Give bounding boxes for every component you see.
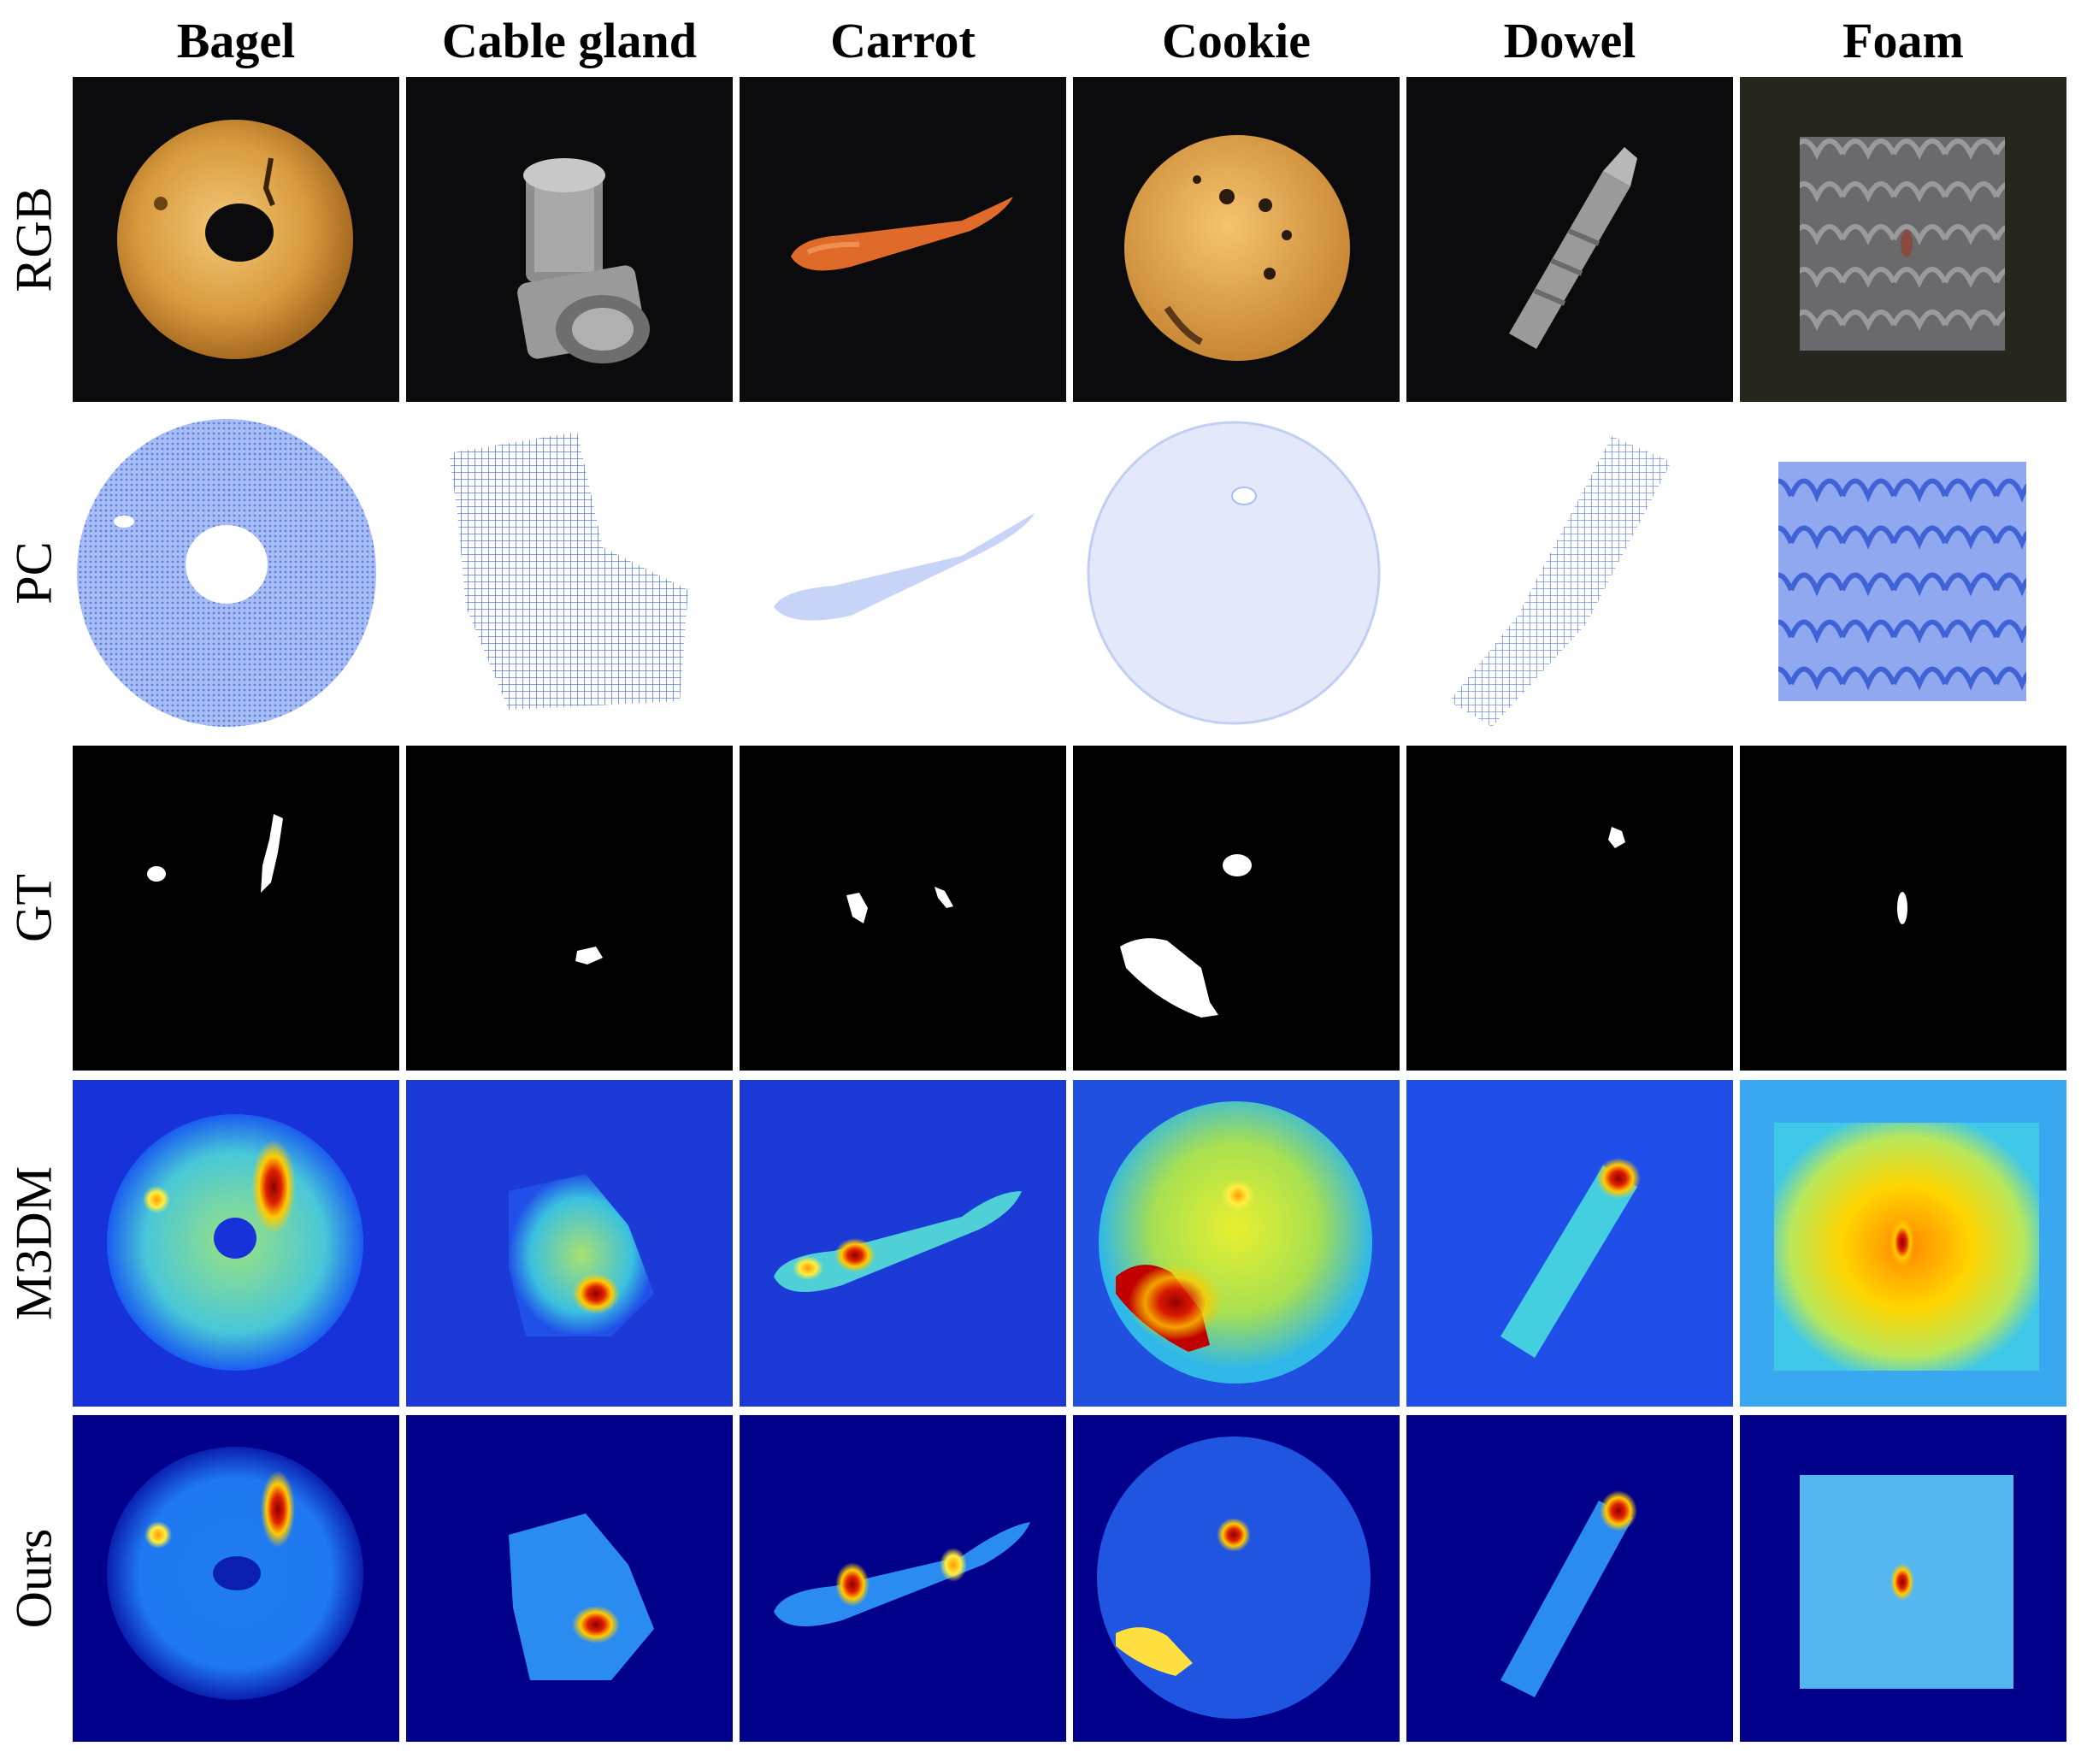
gt-mask-cookie: [1073, 746, 1400, 1071]
m3dm-heatmap-foam: [1740, 1080, 2066, 1407]
point-cloud-bagel: [73, 410, 399, 735]
point-cloud-cable-gland: [406, 410, 733, 735]
gt-mask-foam: [1740, 746, 2066, 1071]
ours-heatmap-bagel: [73, 1415, 399, 1742]
point-cloud-foam: [1740, 410, 2066, 735]
row-label-rgb: RGB: [5, 186, 62, 292]
column-header-cable-gland: Cable gland: [441, 13, 698, 68]
point-cloud-dowel: [1406, 410, 1733, 735]
ours-heatmap-dowel: [1406, 1415, 1733, 1742]
rgb-image-carrot: [740, 77, 1066, 402]
column-header-carrot: Carrot: [830, 13, 976, 68]
ours-heatmap-carrot: [740, 1415, 1066, 1742]
gt-mask-bagel: [73, 746, 399, 1071]
row-label-gt: GT: [5, 874, 62, 942]
column-header-dowel: Dowel: [1503, 13, 1636, 68]
ours-heatmap-cable-gland: [406, 1415, 733, 1742]
gt-mask-carrot: [740, 746, 1066, 1071]
rgb-image-dowel: [1406, 77, 1733, 402]
rgb-image-foam: [1740, 77, 2066, 402]
point-cloud-cookie: [1073, 410, 1400, 735]
m3dm-heatmap-cookie: [1073, 1080, 1400, 1407]
m3dm-heatmap-cable-gland: [406, 1080, 733, 1407]
rgb-image-cable-gland: [406, 77, 733, 402]
m3dm-heatmap-dowel: [1406, 1080, 1733, 1407]
ours-heatmap-cookie: [1073, 1415, 1400, 1742]
gt-mask-cable-gland: [406, 746, 733, 1071]
rgb-image-bagel: [73, 77, 399, 402]
rgb-image-cookie: [1073, 77, 1400, 402]
row-label-ours: Ours: [5, 1528, 62, 1629]
point-cloud-carrot: [740, 410, 1066, 735]
m3dm-heatmap-bagel: [73, 1080, 399, 1407]
column-header-cookie: Cookie: [1162, 13, 1311, 68]
gt-mask-dowel: [1406, 746, 1733, 1071]
row-label-pc: PC: [5, 541, 62, 605]
m3dm-heatmap-carrot: [740, 1080, 1066, 1407]
row-label-m3dm: M3DM: [5, 1165, 62, 1321]
column-header-bagel: Bagel: [176, 13, 296, 68]
column-header-foam: Foam: [1842, 13, 1964, 68]
ours-heatmap-foam: [1740, 1415, 2066, 1742]
